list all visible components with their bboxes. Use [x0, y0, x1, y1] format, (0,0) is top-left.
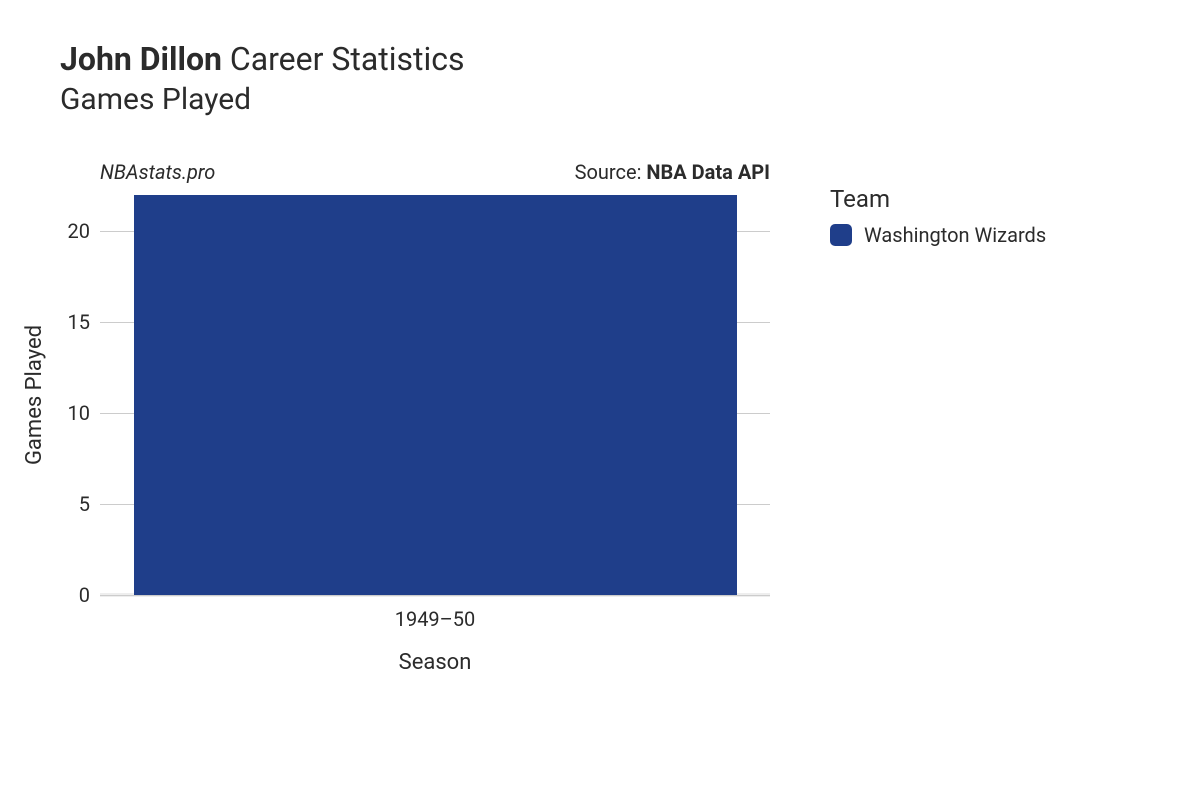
- title-player-name: John Dillon: [60, 40, 222, 78]
- legend-swatch: [830, 224, 852, 246]
- legend-item-label: Washington Wizards: [864, 223, 1046, 247]
- bar: [134, 195, 737, 595]
- chart-subtitle: Games Played: [60, 82, 465, 117]
- plot-area: 051015201949–50: [100, 195, 770, 595]
- title-rest: Career Statistics: [222, 40, 465, 78]
- x-axis-label: Season: [100, 650, 770, 675]
- y-tick-label: 15: [50, 310, 100, 334]
- chart-title: John Dillon Career Statistics: [60, 40, 465, 78]
- y-tick-label: 5: [50, 492, 100, 516]
- legend: Team Washington Wizards: [830, 185, 1046, 247]
- credit-source-prefix: Source:: [575, 160, 647, 184]
- legend-item: Washington Wizards: [830, 223, 1046, 247]
- credit-site: NBAstats.pro: [100, 160, 215, 184]
- y-tick-label: 0: [50, 583, 100, 607]
- credit-source: Source: NBA Data API: [575, 160, 770, 184]
- credit-source-name: NBA Data API: [646, 160, 770, 184]
- y-tick-label: 20: [50, 219, 100, 243]
- legend-title: Team: [830, 185, 1046, 213]
- y-tick-label: 10: [50, 401, 100, 425]
- x-tick-label: 1949–50: [395, 595, 476, 631]
- credit-row: NBAstats.pro Source: NBA Data API: [100, 160, 770, 184]
- chart-title-block: John Dillon Career Statistics Games Play…: [60, 40, 465, 117]
